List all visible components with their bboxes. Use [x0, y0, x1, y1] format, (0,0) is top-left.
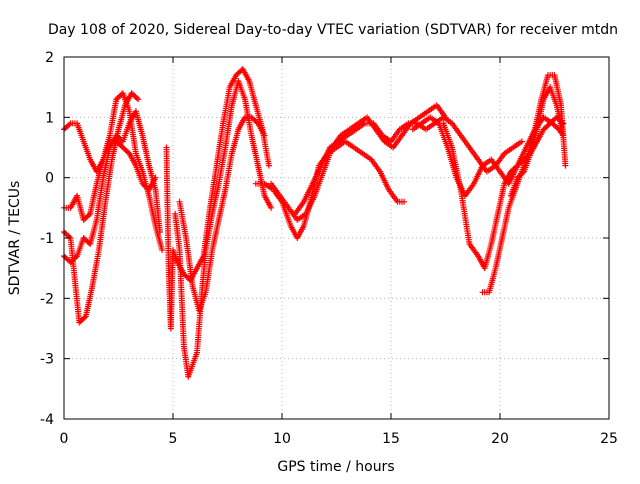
data-point	[560, 132, 567, 139]
data-point	[66, 233, 73, 240]
y-tick-label: 0	[45, 171, 54, 187]
data-point	[518, 138, 525, 145]
y-tick-label: -4	[40, 412, 54, 428]
x-axis-label: GPS time / hours	[277, 459, 394, 475]
y-tick-label: -2	[40, 291, 54, 307]
data-point	[401, 198, 408, 205]
x-tick-label: 25	[600, 431, 618, 447]
series-track-6	[172, 78, 275, 380]
data-point	[81, 314, 88, 321]
series-track-3	[61, 108, 163, 266]
x-tick-label: 10	[273, 431, 291, 447]
data-point	[156, 228, 163, 235]
series-track-4	[61, 90, 142, 326]
series-track-10	[292, 114, 525, 217]
data-point	[519, 169, 526, 176]
series-track-9	[268, 102, 449, 223]
series-track-14	[507, 84, 567, 199]
y-axis-label: SDTVAR / TECUs	[7, 181, 23, 296]
y-tick-label: -1	[40, 231, 54, 247]
data-point	[268, 204, 275, 211]
grid-layer	[64, 57, 609, 419]
data-point	[265, 162, 272, 169]
y-tick-label: 1	[45, 110, 54, 126]
data-point	[159, 247, 166, 254]
data-point	[85, 212, 92, 219]
markers-layer	[61, 66, 569, 380]
x-tick-label: 5	[169, 431, 178, 447]
series-track-7	[176, 114, 268, 314]
data-point	[133, 95, 140, 102]
chart-title: Day 108 of 2020, Sidereal Day-to-day VTE…	[48, 22, 618, 38]
tick-labels-layer: 0 5 10 15 20 25 -4 -3 -2 -1 0 1 2	[40, 50, 618, 447]
series-track-12	[440, 114, 567, 272]
data-point	[261, 132, 268, 139]
y-tick-label: 2	[45, 50, 54, 66]
y-tick-label: -3	[40, 352, 54, 368]
x-tick-label: 15	[382, 431, 400, 447]
x-tick-label: 20	[491, 431, 509, 447]
data-point	[562, 162, 569, 169]
ticks-layer	[63, 56, 610, 420]
x-tick-label: 0	[60, 431, 69, 447]
data-point	[66, 121, 73, 128]
data-point	[135, 96, 142, 103]
